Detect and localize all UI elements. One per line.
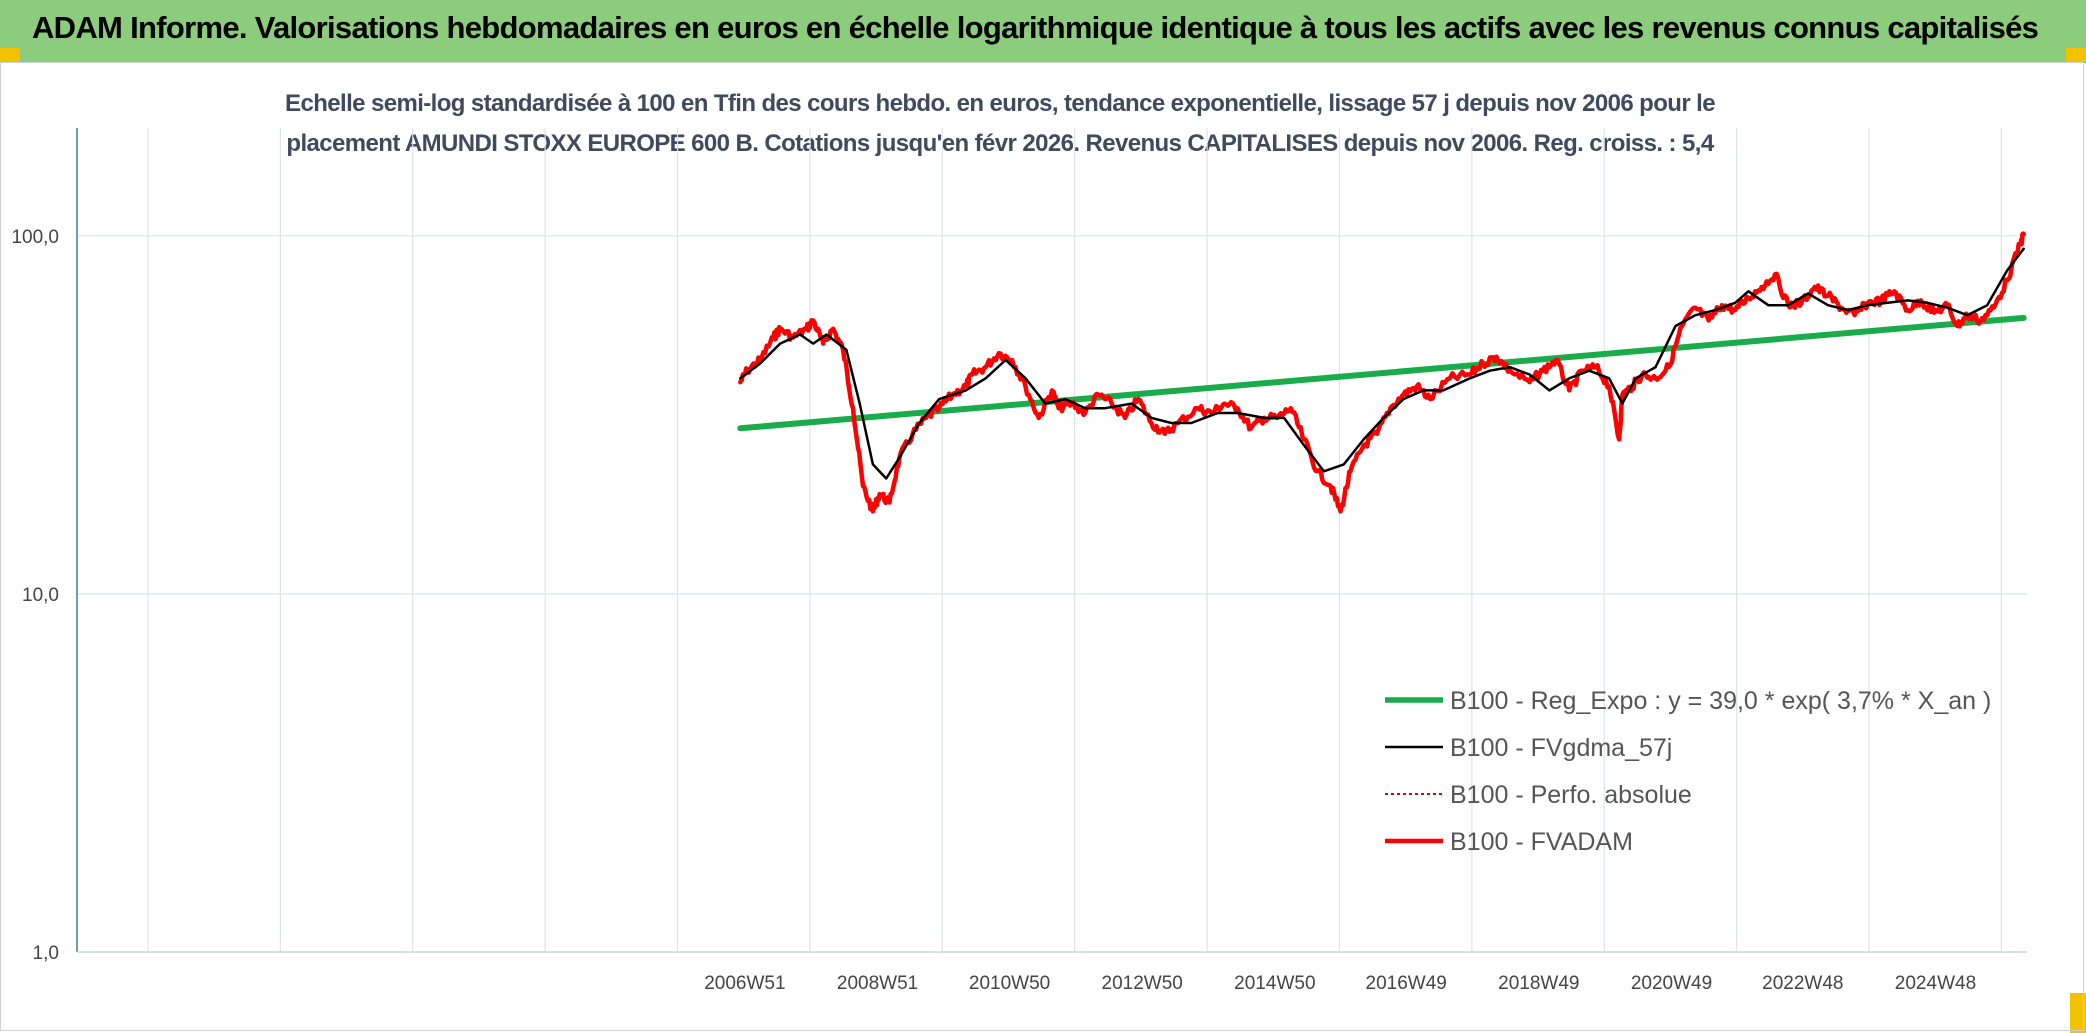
- x-tick-label: 2012W50: [1102, 973, 1183, 994]
- x-tick-label: 2020W49: [1631, 973, 1712, 994]
- corner-accent-left: [0, 48, 20, 62]
- chart-subtitle: Echelle semi-log standardisée à 100 en T…: [250, 84, 1750, 164]
- legend-label: B100 - FVgdma_57j: [1450, 734, 1672, 762]
- axis-layer: 1,0 10,0 100,0 2006W51 2008W51 2010W50 2012W50…: [11, 128, 2027, 994]
- report-title: ADAM Informe. Valorisations hebdomadaire…: [32, 10, 2039, 45]
- chart-subtitle-line-1: Echelle semi-log standardisée à 100 en T…: [285, 90, 1716, 117]
- legend-label: B100 - Reg_Expo : y = 39,0 * exp( 3,7% *…: [1450, 687, 1991, 715]
- x-tick-label: 2014W50: [1234, 973, 1315, 994]
- grid-layer: [77, 128, 2027, 953]
- y-tick-label: 100,0: [11, 227, 59, 248]
- series-layer: [737, 231, 2027, 514]
- chart-frame: [0, 62, 2084, 1031]
- chart-legend: B100 - Reg_Expo : y = 39,0 * exp( 3,7% *…: [1385, 687, 1991, 856]
- x-tick-label: 2010W50: [969, 973, 1050, 994]
- x-tick-label: 2016W49: [1366, 973, 1447, 994]
- series-line-smoothed: [739, 247, 2025, 480]
- x-tick-label: 2018W49: [1498, 973, 1579, 994]
- x-tick-label: 2006W51: [704, 973, 785, 994]
- report-banner: ADAM Informe. Valorisations hebdomadaire…: [0, 0, 2086, 63]
- y-tick-label: 1,0: [33, 943, 59, 964]
- y-tick-label: 10,0: [22, 585, 59, 606]
- corner-accent-bottom-right: [2070, 993, 2086, 1033]
- x-tick-label: 2024W48: [1895, 973, 1976, 994]
- x-tick-label: 2008W51: [837, 973, 918, 994]
- legend-label: B100 - FVADAM: [1450, 828, 1633, 856]
- legend-label: B100 - Perfo. absolue: [1450, 781, 1692, 809]
- corner-accent-right: [2066, 48, 2086, 62]
- x-tick-label: 2022W48: [1762, 973, 1843, 994]
- chart-subtitle-line-2: placement AMUNDI STOXX EUROPE 600 B. Cot…: [286, 130, 1714, 157]
- series-line-regression: [737, 314, 2027, 432]
